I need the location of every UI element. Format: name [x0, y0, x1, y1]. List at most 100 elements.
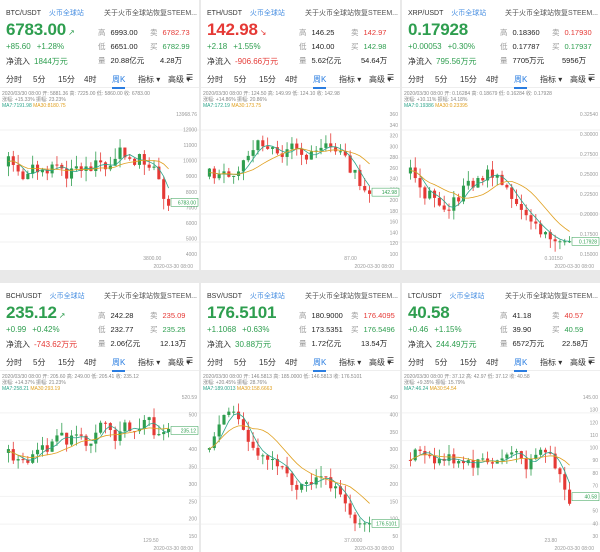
tab-3[interactable]: 4时	[84, 75, 97, 84]
candlestick-chart[interactable]: 145.001301201101009080706050403040.5823.…	[402, 385, 600, 552]
settings-icon[interactable]: ☰	[588, 73, 596, 82]
tab-2[interactable]: 15分	[460, 75, 477, 84]
change-percent: +1.15%	[434, 325, 462, 334]
exchange-label[interactable]: 火币全球站	[49, 293, 85, 300]
candlestick-chart[interactable]: 0.32540 0.30000 0.27500 0.25000 0.22500 0.200…	[402, 102, 600, 270]
candle	[162, 432, 166, 435]
settings-icon[interactable]: ☰	[186, 356, 194, 365]
tab-2[interactable]: 15分	[259, 75, 276, 84]
tab-3[interactable]: 4时	[84, 358, 97, 367]
tab-2[interactable]: 15分	[259, 358, 276, 367]
tab-3[interactable]: 4时	[486, 358, 499, 367]
candle	[113, 158, 117, 166]
tab-6[interactable]: 高级 ▾	[168, 358, 191, 367]
last-price-label: 40.58	[584, 495, 597, 501]
tab-1[interactable]: 5分	[435, 358, 448, 367]
tab-6[interactable]: 高级 ▾	[168, 75, 191, 84]
candle	[324, 476, 328, 478]
ma7-label: MA7:258.21	[2, 386, 29, 392]
news-link[interactable]: 关于火币全球站恢复STEEM...	[104, 293, 197, 300]
tab-5[interactable]: 指标 ▾	[339, 75, 362, 84]
candlestick-chart[interactable]: 520.59500450400350300250200150235.12129.…	[0, 385, 199, 552]
settings-icon[interactable]: ☰	[186, 73, 194, 82]
amount-quote: 4.28万	[155, 55, 182, 66]
tab-5[interactable]: 指标 ▾	[540, 358, 563, 367]
last-price: 40.58	[408, 303, 452, 323]
settings-icon[interactable]: ☰	[387, 73, 395, 82]
exchange-label[interactable]: 火币全球站	[48, 10, 84, 17]
tab-5[interactable]: 指标 ▾	[540, 75, 563, 84]
tab-4[interactable]: 周K	[313, 74, 327, 89]
tab-0[interactable]: 分时	[408, 358, 424, 367]
ticker-panel-bch[interactable]: BCH/USDT 火币全球站 关于火币全球站恢复STEEM... 235.12 ↗…	[0, 283, 199, 552]
tab-6[interactable]: 高级 ▾	[570, 75, 593, 84]
candlestick-chart[interactable]: 45040035030025020015010050176.510137.000…	[201, 385, 400, 552]
exchange-label[interactable]: 火币全球站	[449, 293, 485, 300]
candle	[300, 148, 304, 155]
news-link[interactable]: 关于火币全球站恢复STEEM...	[305, 10, 398, 17]
ticker-panel-btc[interactable]: BTC/USDT 火币全球站 关于火币全球站恢复STEEM... 6783.00…	[0, 0, 199, 270]
tab-1[interactable]: 5分	[33, 75, 46, 84]
ticker-panel-bsv[interactable]: BSV/USDT 火币全球站 关于火币全球站恢复STEEM... 176.510…	[201, 283, 400, 552]
tab-2[interactable]: 15分	[460, 358, 477, 367]
ticker-panel-xrp[interactable]: XRP/USDT 火币全球站 关于火币全球站恢复STEEM... 0.17928…	[402, 0, 600, 270]
candle	[490, 169, 494, 178]
candle	[74, 166, 78, 169]
tab-6[interactable]: 高级 ▾	[369, 358, 392, 367]
tab-3[interactable]: 4时	[285, 75, 298, 84]
tab-1[interactable]: 5分	[435, 75, 448, 84]
ticker-panel-ltc[interactable]: LTC/USDT 火币全球站 关于火币全球站恢复STEEM... 40.58 +…	[402, 283, 600, 552]
news-link[interactable]: 关于火币全球站恢复STEEM...	[505, 10, 598, 17]
tab-3[interactable]: 4时	[285, 358, 298, 367]
tab-5[interactable]: 指标 ▾	[138, 75, 161, 84]
high-quote: 高 242.28	[98, 311, 134, 320]
tab-2[interactable]: 15分	[58, 358, 75, 367]
tab-0[interactable]: 分时	[408, 75, 424, 84]
candle	[486, 169, 490, 181]
news-link[interactable]: 关于火币全球站恢复STEEM...	[305, 293, 398, 300]
candlestick-chart[interactable]: 3603403203002802602402202001801601401201…	[201, 102, 400, 270]
settings-icon[interactable]: ☰	[588, 356, 596, 365]
tab-5[interactable]: 指标 ▾	[339, 358, 362, 367]
tab-0[interactable]: 分时	[6, 75, 22, 84]
candle	[343, 151, 347, 156]
tab-1[interactable]: 5分	[234, 75, 247, 84]
net-inflow: 净流入 -743.62万元	[6, 339, 77, 350]
candlestick-chart[interactable]: 13968.76 12000 11000 10000 9000 8000 7000 6000 5…	[0, 102, 199, 270]
exchange-label[interactable]: 火币全球站	[451, 10, 487, 17]
buy-value: 176.5496	[363, 325, 395, 334]
tab-4[interactable]: 周K	[112, 74, 126, 89]
tab-0[interactable]: 分时	[207, 358, 223, 367]
price-change: +85.60 +1.28%	[6, 42, 70, 51]
candle	[534, 221, 538, 224]
tab-4[interactable]: 周K	[112, 357, 126, 372]
settings-icon[interactable]: ☰	[387, 356, 395, 365]
tab-0[interactable]: 分时	[6, 358, 22, 367]
candle	[553, 239, 557, 242]
tab-5[interactable]: 指标 ▾	[138, 358, 161, 367]
price-value: 0.17928	[408, 20, 469, 39]
tab-6[interactable]: 高级 ▾	[369, 75, 392, 84]
y-tick-label: 100	[390, 252, 399, 258]
ma30-label: MA30:0.23395	[435, 103, 468, 109]
exchange-label[interactable]: 火币全球站	[249, 293, 285, 300]
candle	[363, 523, 367, 525]
candle	[65, 432, 69, 445]
high-quote: 高 6993.00	[98, 28, 138, 37]
tab-2[interactable]: 15分	[58, 75, 75, 84]
exchange-label[interactable]: 火币全球站	[249, 10, 285, 17]
tab-3[interactable]: 4时	[486, 75, 499, 84]
tab-4[interactable]: 周K	[514, 357, 528, 372]
tab-6[interactable]: 高级 ▾	[570, 358, 593, 367]
tab-4[interactable]: 周K	[313, 357, 327, 372]
tab-4[interactable]: 周K	[514, 74, 528, 89]
ticker-panel-eth[interactable]: ETH/USDT 火币全球站 关于火币全球站恢复STEEM... 142.98 ↘…	[201, 0, 400, 270]
tab-0[interactable]: 分时	[207, 75, 223, 84]
tab-1[interactable]: 5分	[33, 358, 46, 367]
tab-1[interactable]: 5分	[234, 358, 247, 367]
ma-legend: 涨幅: +14.37% 振幅: 21.23% MA7:258.21 MA30:29…	[2, 380, 66, 392]
news-link[interactable]: 关于火币全球站恢复STEEM...	[104, 10, 197, 17]
news-link[interactable]: 关于火币全球站恢复STEEM...	[505, 293, 598, 300]
candle	[524, 458, 528, 470]
y-tick-label: 0.17500	[580, 232, 598, 238]
